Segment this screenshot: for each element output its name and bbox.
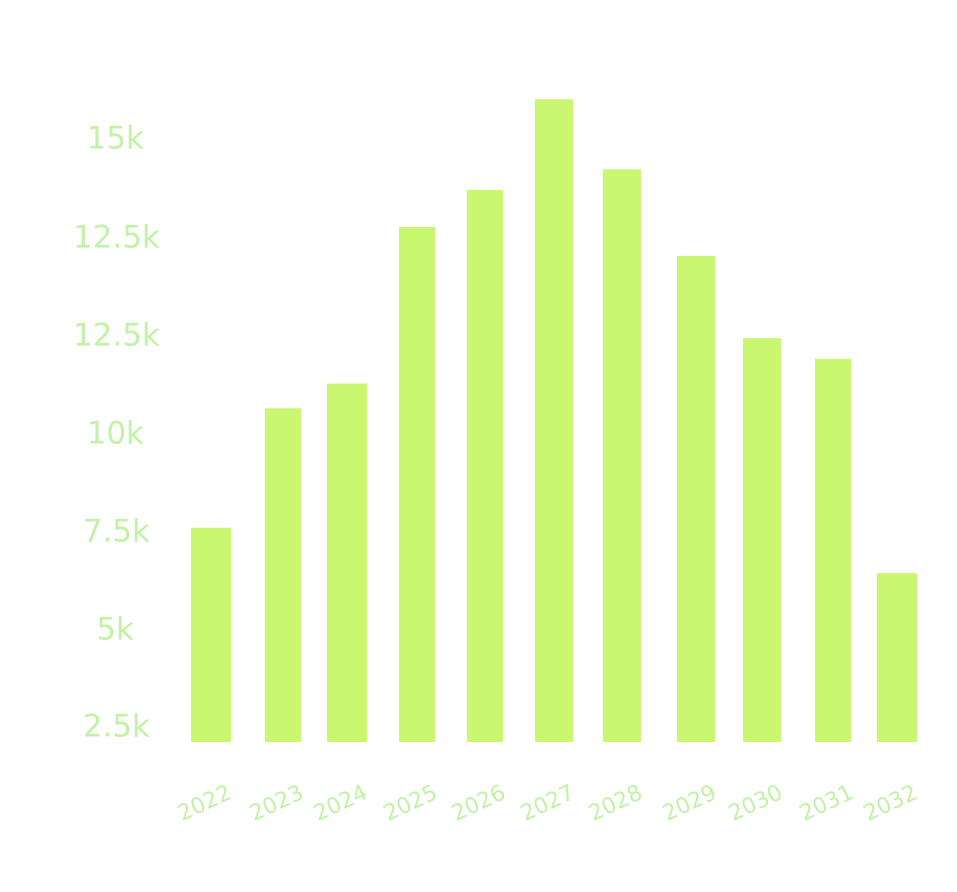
bar-2030 xyxy=(743,338,781,742)
bar-2028 xyxy=(603,169,641,742)
bar-2026 xyxy=(467,189,503,743)
x-tick-label-2025: 2025 xyxy=(380,780,441,826)
x-tick-label-2030: 2030 xyxy=(725,780,786,826)
bar-2022 xyxy=(191,527,231,742)
x-tick-label-2026: 2026 xyxy=(448,780,509,826)
bar-2025 xyxy=(399,227,435,742)
y-tick-label: 5k xyxy=(96,612,134,648)
bar-2023 xyxy=(265,408,301,742)
y-tick-label: 15k xyxy=(87,121,144,157)
x-axis-tick-labels: 2022 2023 2024 2025 2026 2027 2028 2029 2030 2031… xyxy=(174,780,921,826)
bar-2031 xyxy=(815,358,851,742)
x-tick-label-2027: 2027 xyxy=(517,780,578,826)
x-tick-label-2024: 2024 xyxy=(310,780,371,826)
y-tick-label: 2.5k xyxy=(83,709,150,745)
bar-2027 xyxy=(535,99,573,742)
y-tick-label: 12.5k xyxy=(73,220,160,256)
x-tick-label-2031: 2031 xyxy=(796,780,857,826)
bars xyxy=(191,99,917,743)
x-tick-label-2032: 2032 xyxy=(860,780,921,826)
x-tick-label-2029: 2029 xyxy=(659,780,720,826)
bar-2032 xyxy=(877,573,917,742)
y-tick-label: 10k xyxy=(87,416,144,452)
bar-2024 xyxy=(327,383,367,742)
x-tick-label-2028: 2028 xyxy=(585,780,646,826)
y-axis-tick-labels: 15k 12.5k 12.5k 10k 7.5k 5k 2.5k xyxy=(73,121,160,745)
x-tick-label-2023: 2023 xyxy=(246,780,307,826)
bar-2029 xyxy=(677,255,715,742)
y-tick-label: 12.5k xyxy=(73,318,160,354)
y-tick-label: 7.5k xyxy=(83,514,150,550)
x-tick-label-2022: 2022 xyxy=(174,780,235,826)
